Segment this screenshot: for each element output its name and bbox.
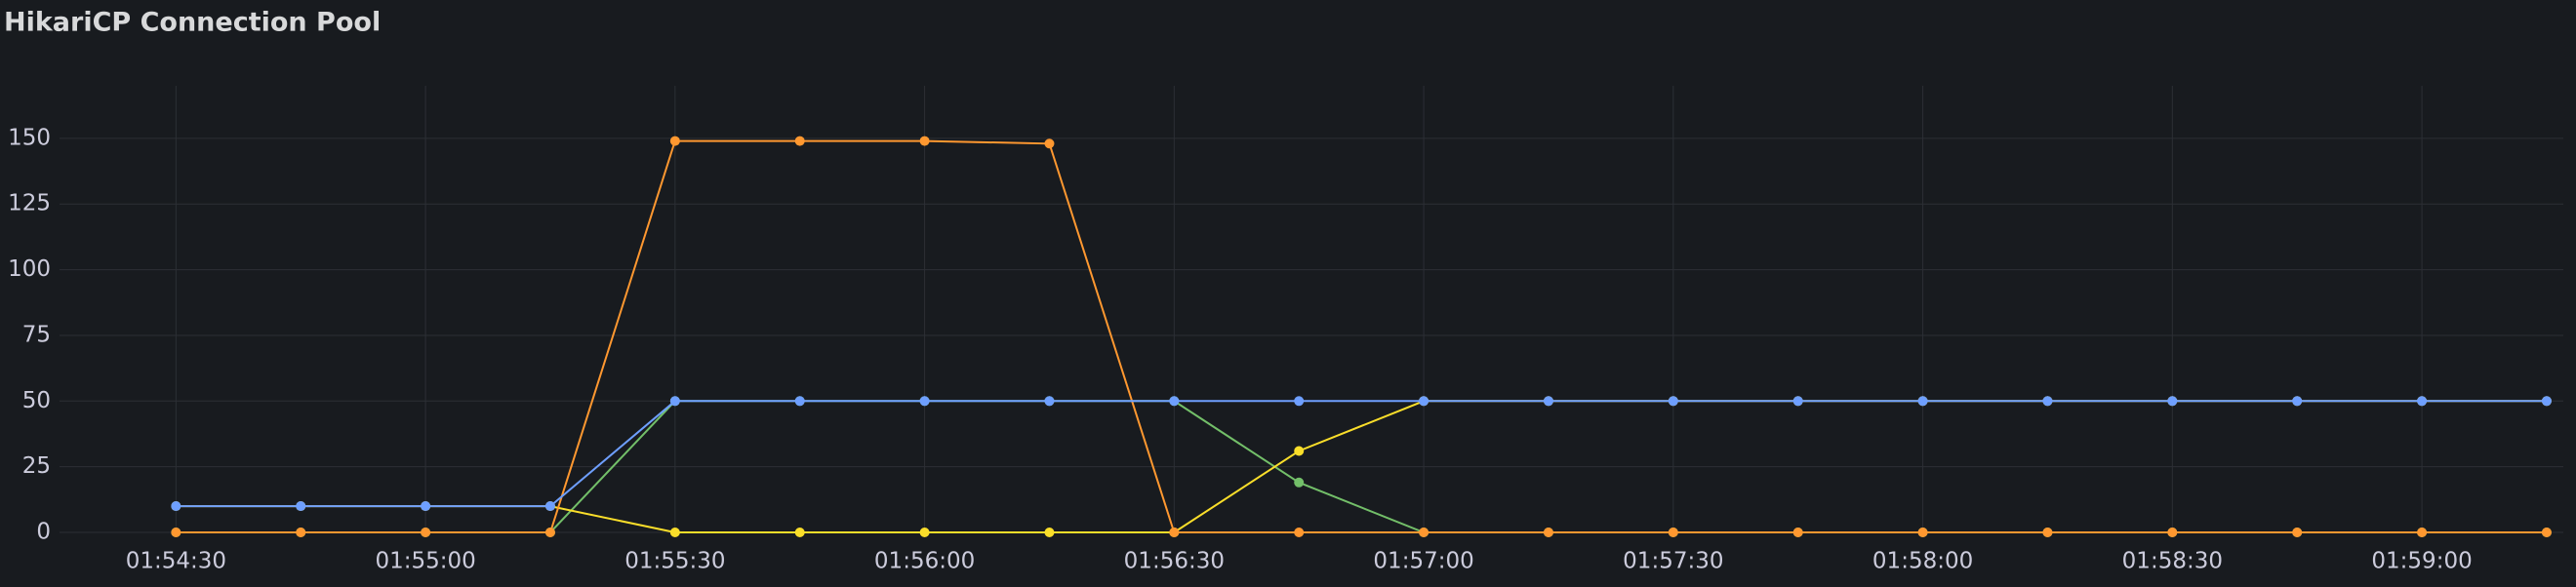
x-tick-label: 01:58:00: [1872, 549, 1973, 574]
panel-title: HikariCP Connection Pool: [4, 8, 381, 38]
data-point: [1543, 528, 1553, 537]
data-point: [919, 528, 930, 537]
data-point: [1294, 528, 1305, 537]
data-point: [794, 396, 805, 407]
data-point: [1294, 446, 1305, 456]
data-point: [1543, 396, 1553, 407]
x-tick-label: 01:57:00: [1373, 549, 1473, 574]
data-point: [1792, 396, 1803, 407]
data-point: [669, 136, 680, 146]
y-tick-label: 100: [8, 256, 51, 282]
data-point: [2042, 528, 2053, 537]
data-point: [421, 501, 431, 512]
x-tick-label: 01:54:30: [126, 549, 226, 574]
data-point: [1044, 396, 1055, 407]
data-point: [1792, 528, 1803, 537]
data-point: [669, 528, 680, 537]
data-point: [1917, 396, 1928, 407]
data-point: [794, 136, 805, 146]
y-tick-label: 150: [8, 125, 51, 150]
data-point: [2541, 528, 2552, 537]
x-tick-label: 01:56:30: [1124, 549, 1225, 574]
data-point: [1294, 396, 1305, 407]
data-point: [669, 396, 680, 407]
x-tick-label: 01:57:30: [1623, 549, 1723, 574]
series-line: [176, 400, 2547, 508]
data-point: [1044, 138, 1055, 149]
data-point: [1169, 396, 1180, 407]
data-point: [296, 528, 306, 537]
data-point: [2292, 528, 2303, 537]
data-point: [2167, 396, 2178, 407]
data-point: [1668, 396, 1678, 407]
data-point: [1044, 528, 1055, 537]
data-point: [2292, 396, 2303, 407]
data-point: [2417, 396, 2428, 407]
data-point: [1917, 528, 1928, 537]
data-point: [919, 396, 930, 407]
data-point: [544, 501, 555, 512]
data-point: [1668, 528, 1678, 537]
data-point: [1419, 396, 1429, 407]
data-point: [544, 528, 555, 537]
data-point: [421, 528, 431, 537]
x-tick-label: 01:56:00: [874, 549, 975, 574]
y-tick-label: 75: [22, 322, 51, 347]
data-point: [919, 136, 930, 146]
data-point: [1169, 528, 1180, 537]
series-line: [176, 139, 2547, 533]
data-point: [1419, 528, 1429, 537]
data-point: [2541, 396, 2552, 407]
y-tick-label: 50: [22, 388, 51, 413]
data-point: [2042, 396, 2053, 407]
data-point: [2417, 528, 2428, 537]
x-tick-label: 01:55:00: [375, 549, 475, 574]
data-point: [794, 528, 805, 537]
x-tick-label: 01:59:00: [2371, 549, 2472, 574]
y-tick-label: 125: [8, 191, 51, 216]
data-point: [2167, 528, 2178, 537]
y-tick-label: 25: [22, 453, 51, 479]
data-point: [171, 501, 181, 512]
x-tick-label: 01:58:30: [2122, 549, 2223, 574]
data-point: [171, 528, 181, 537]
data-point: [296, 501, 306, 512]
data-point: [1294, 477, 1305, 488]
x-tick-label: 01:55:30: [624, 549, 725, 574]
y-tick-label: 0: [36, 520, 51, 545]
